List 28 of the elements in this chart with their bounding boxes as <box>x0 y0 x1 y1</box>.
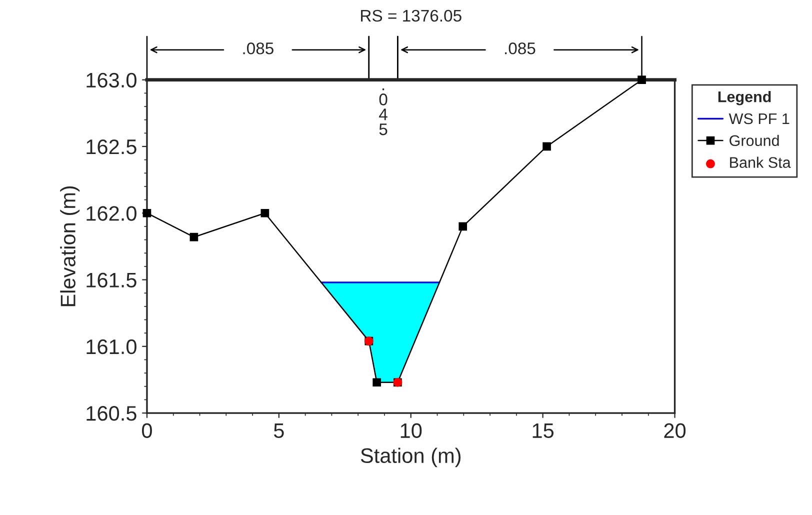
point <box>542 142 551 151</box>
text: .085 <box>243 42 274 54</box>
legend-label: Bank Sta <box>730 156 791 168</box>
y-tick-label: 162.0 <box>86 206 136 221</box>
point <box>458 222 468 231</box>
x-tick-label: 15 <box>532 424 554 438</box>
point <box>142 208 152 218</box>
point <box>372 378 381 387</box>
annotation: .045 <box>379 88 388 136</box>
point <box>260 208 270 218</box>
y-tick-label: 162.5 <box>86 139 136 154</box>
point <box>190 232 198 242</box>
x-axis-title: Station (m) <box>360 448 461 468</box>
text: .085 <box>505 42 536 54</box>
legend-label: Ground <box>730 134 779 146</box>
y-tick-label: 161.5 <box>86 272 136 288</box>
x-tick-label: 10 <box>400 423 422 438</box>
y-axis-title: Elevation (m) <box>60 186 80 306</box>
x-tick-label: 5 <box>274 424 284 438</box>
x-tick-label: 20 <box>664 423 686 438</box>
y-tick-label: 161.0 <box>86 339 136 354</box>
chart-title: RS = 1376.05 <box>361 10 462 22</box>
legend-title: Legend <box>718 91 771 106</box>
x-tick-label: 0 <box>142 423 152 438</box>
legend-label: WS PF 1 <box>728 113 790 124</box>
y-tick-label: 160.5 <box>86 406 136 421</box>
y-tick-label: 163.0 <box>86 72 136 88</box>
point <box>638 76 646 84</box>
